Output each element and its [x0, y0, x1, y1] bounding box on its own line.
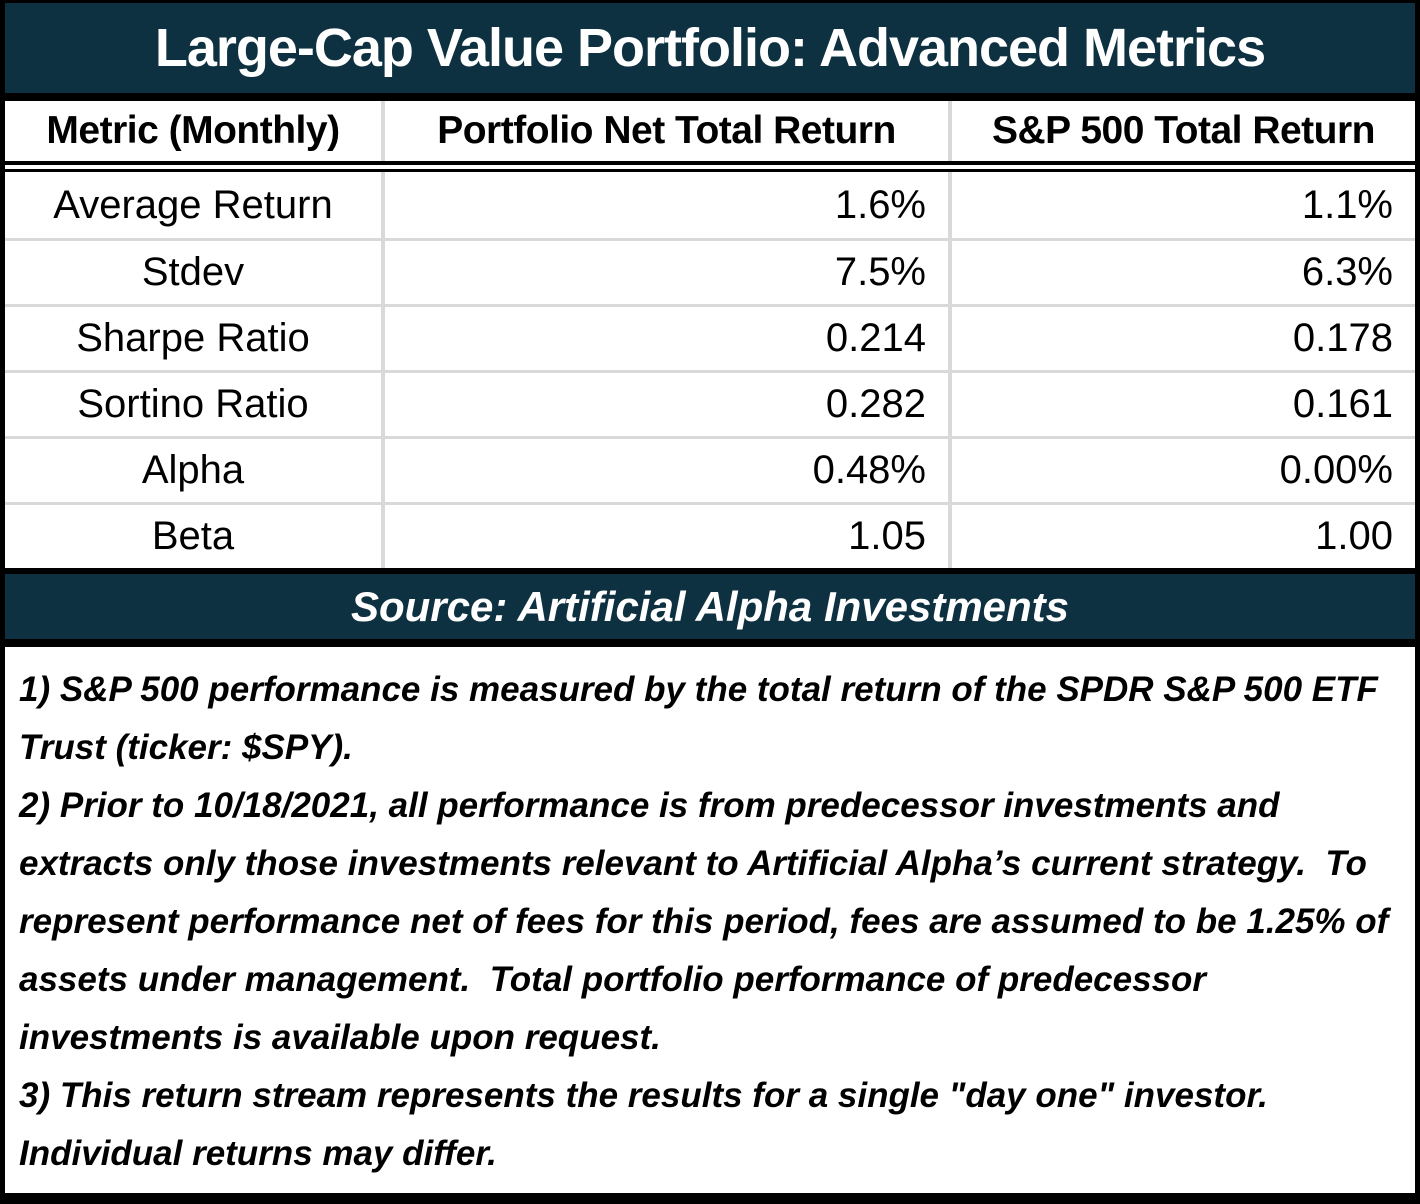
table-header-row: Metric (Monthly) Portfolio Net Total Ret… [5, 101, 1415, 161]
table-row-stdev: Stdev 7.5% 6.3% [5, 238, 1415, 304]
sp500-value-cell: 6.3% [948, 241, 1415, 304]
header-portfolio-return: Portfolio Net Total Return [381, 101, 948, 161]
source-attribution: Source: Artificial Alpha Investments [350, 582, 1070, 630]
footnotes-section: 1) S&P 500 performance is measured by th… [5, 647, 1415, 1193]
sp500-value-cell: 1.00 [948, 505, 1415, 568]
metric-cell: Sortino Ratio [77, 382, 309, 426]
table-row-average-return: Average Return 1.6% 1.1% [5, 172, 1415, 238]
table-row-sortino-ratio: Sortino Ratio 0.282 0.161 [5, 370, 1415, 436]
portfolio-value-cell: 0.214 [381, 307, 948, 370]
portfolio-value-cell: 7.5% [381, 241, 948, 304]
portfolio-value-cell: 0.48% [381, 439, 948, 502]
sp500-value-cell: 0.00% [948, 439, 1415, 502]
metric-cell: Stdev [141, 250, 245, 294]
portfolio-value-cell: 0.282 [381, 373, 948, 436]
portfolio-value-cell: 1.05 [381, 505, 948, 568]
metric-cell: Beta [151, 514, 235, 558]
metric-cell: Average Return [53, 182, 333, 227]
sp500-value-cell: 0.161 [948, 373, 1415, 436]
footnote-1: 1) S&P 500 performance is measured by th… [19, 670, 1388, 767]
footnote-3: 3) This return stream represents the res… [19, 1076, 1288, 1173]
metric-cell: Sharpe Ratio [76, 316, 310, 360]
source-bar: Source: Artificial Alpha Investments [5, 568, 1415, 647]
table-row-alpha: Alpha 0.48% 0.00% [5, 436, 1415, 502]
footnote-2: 2) Prior to 10/18/2021, all performance … [19, 786, 1399, 1057]
header-metric: Metric (Monthly) [46, 109, 340, 152]
page-title: Large-Cap Value Portfolio: Advanced Metr… [154, 18, 1266, 78]
header-sp500-return: S&P 500 Total Return [948, 101, 1415, 161]
header-divider [5, 161, 1415, 172]
sp500-value-cell: 0.178 [948, 307, 1415, 370]
sp500-value-cell: 1.1% [948, 172, 1415, 238]
table-row-beta: Beta 1.05 1.00 [5, 502, 1415, 568]
table-row-sharpe-ratio: Sharpe Ratio 0.214 0.178 [5, 304, 1415, 370]
metric-cell: Alpha [141, 448, 245, 492]
title-bar: Large-Cap Value Portfolio: Advanced Metr… [5, 3, 1415, 101]
portfolio-value-cell: 1.6% [381, 172, 948, 238]
